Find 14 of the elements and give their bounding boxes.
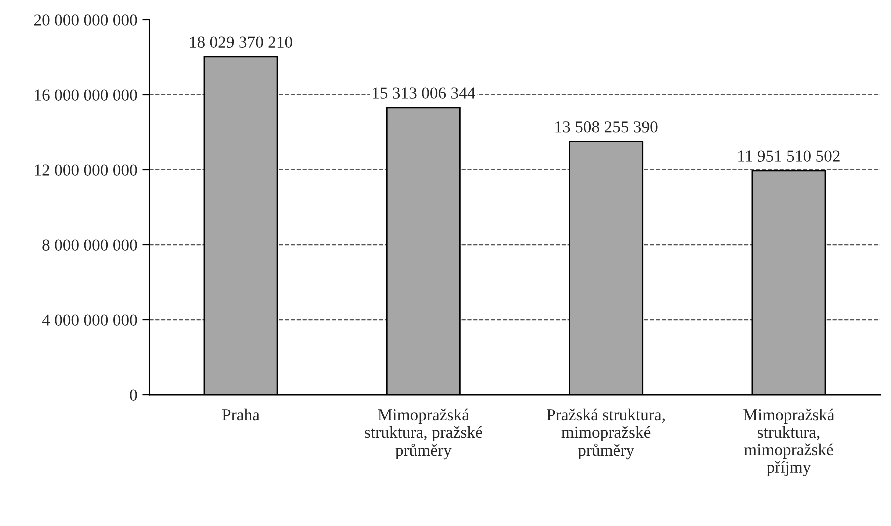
y-tick-label: 12 000 000 000: [35, 164, 138, 176]
x-tick-label: Mimopražská struktura, mimopražské příjmy: [744, 408, 835, 476]
data-label: 15 313 006 344: [373, 88, 476, 99]
x-tick-label: Praha: [222, 408, 260, 421]
y-tick-label: 20 000 000 000: [34, 14, 138, 26]
y-tick-label: 8 000 000 000: [42, 240, 138, 251]
y-tick-label: 16 000 000 000: [35, 90, 138, 101]
y-tick-label: 0: [130, 390, 138, 401]
x-tick-label: Mimopražská struktura, pražské průměry: [365, 408, 482, 460]
data-label: 13 508 255 390: [556, 122, 658, 133]
x-tick-label: Pražská struktura, mimopražské průměry: [547, 408, 665, 460]
data-label: 11 951 510 502: [738, 150, 840, 162]
y-tick-label: 4 000 000 000: [42, 314, 138, 326]
data-label: 18 029 370 210: [190, 36, 292, 48]
